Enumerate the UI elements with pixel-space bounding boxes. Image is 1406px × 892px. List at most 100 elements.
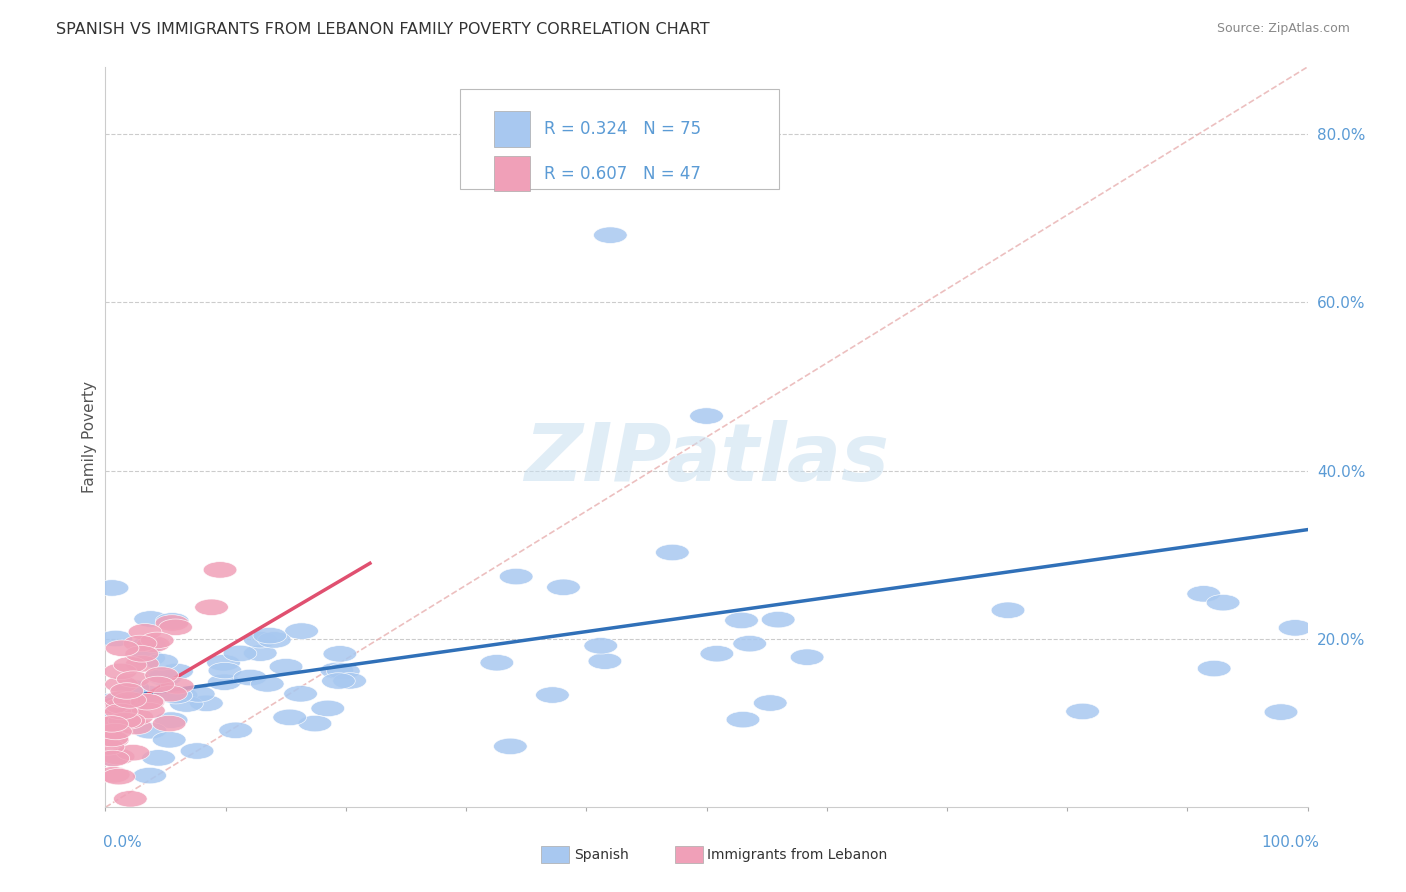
Ellipse shape (208, 663, 242, 679)
Ellipse shape (690, 408, 723, 425)
Ellipse shape (96, 723, 129, 739)
Ellipse shape (132, 686, 166, 702)
Ellipse shape (322, 673, 356, 690)
Ellipse shape (243, 645, 277, 661)
Ellipse shape (298, 715, 332, 731)
Ellipse shape (273, 709, 307, 725)
Ellipse shape (155, 613, 188, 629)
Ellipse shape (243, 632, 277, 648)
Ellipse shape (269, 658, 302, 675)
Ellipse shape (104, 664, 138, 680)
Ellipse shape (583, 638, 617, 654)
Ellipse shape (120, 708, 153, 725)
Ellipse shape (145, 668, 179, 684)
Ellipse shape (1198, 660, 1232, 677)
Ellipse shape (96, 750, 129, 766)
Ellipse shape (91, 739, 125, 756)
Ellipse shape (479, 655, 513, 671)
Ellipse shape (136, 636, 170, 652)
Ellipse shape (134, 723, 167, 739)
Ellipse shape (96, 698, 129, 714)
Ellipse shape (170, 696, 204, 712)
Text: Source: ZipAtlas.com: Source: ZipAtlas.com (1216, 22, 1350, 36)
Ellipse shape (141, 676, 174, 693)
Ellipse shape (991, 602, 1025, 618)
Ellipse shape (208, 674, 242, 690)
Ellipse shape (207, 655, 240, 671)
Ellipse shape (1264, 704, 1298, 721)
Ellipse shape (152, 715, 186, 731)
Ellipse shape (333, 673, 367, 690)
Ellipse shape (104, 703, 138, 720)
Ellipse shape (104, 691, 138, 707)
Ellipse shape (108, 704, 142, 721)
Ellipse shape (117, 680, 150, 696)
Bar (494, 156, 530, 191)
Ellipse shape (97, 695, 131, 712)
Ellipse shape (132, 702, 166, 719)
Text: 0.0%: 0.0% (103, 836, 142, 850)
Ellipse shape (155, 712, 188, 729)
Ellipse shape (219, 722, 253, 739)
Ellipse shape (145, 667, 179, 683)
Text: ZIPatlas: ZIPatlas (524, 420, 889, 499)
Ellipse shape (145, 654, 179, 670)
Ellipse shape (117, 745, 150, 761)
Ellipse shape (733, 635, 766, 652)
Ellipse shape (159, 619, 193, 635)
Ellipse shape (131, 694, 165, 710)
Ellipse shape (655, 544, 689, 561)
Ellipse shape (142, 749, 176, 766)
Text: R = 0.324   N = 75: R = 0.324 N = 75 (544, 120, 702, 138)
Ellipse shape (112, 713, 146, 729)
Ellipse shape (124, 635, 157, 652)
Ellipse shape (148, 670, 181, 686)
Ellipse shape (96, 731, 128, 747)
Ellipse shape (180, 743, 214, 759)
Ellipse shape (114, 790, 148, 807)
Ellipse shape (98, 631, 132, 647)
Ellipse shape (104, 676, 138, 692)
Ellipse shape (96, 716, 129, 732)
Ellipse shape (494, 739, 527, 755)
Ellipse shape (96, 731, 129, 748)
Ellipse shape (754, 695, 787, 711)
Ellipse shape (96, 580, 129, 596)
Ellipse shape (761, 611, 794, 628)
Ellipse shape (101, 748, 135, 764)
Ellipse shape (93, 708, 127, 724)
Ellipse shape (101, 768, 135, 785)
Ellipse shape (194, 599, 228, 615)
Ellipse shape (326, 663, 360, 680)
Ellipse shape (134, 611, 167, 627)
Ellipse shape (253, 627, 287, 644)
Ellipse shape (125, 656, 159, 672)
Ellipse shape (536, 687, 569, 703)
Ellipse shape (97, 766, 129, 783)
Ellipse shape (153, 685, 187, 702)
Ellipse shape (94, 715, 128, 732)
Text: SPANISH VS IMMIGRANTS FROM LEBANON FAMILY POVERTY CORRELATION CHART: SPANISH VS IMMIGRANTS FROM LEBANON FAMIL… (56, 22, 710, 37)
Ellipse shape (224, 645, 257, 662)
Text: Spanish: Spanish (574, 847, 628, 862)
Ellipse shape (155, 615, 188, 632)
Ellipse shape (165, 687, 198, 704)
Ellipse shape (181, 686, 215, 702)
Ellipse shape (160, 678, 194, 694)
Bar (494, 112, 530, 147)
Ellipse shape (117, 671, 150, 688)
Ellipse shape (105, 698, 139, 714)
Y-axis label: Family Poverty: Family Poverty (82, 381, 97, 493)
Text: 100.0%: 100.0% (1261, 836, 1319, 850)
Ellipse shape (700, 646, 734, 662)
Ellipse shape (112, 692, 146, 708)
Ellipse shape (204, 562, 236, 578)
Ellipse shape (98, 723, 132, 739)
Ellipse shape (1187, 585, 1220, 602)
Ellipse shape (160, 664, 193, 680)
Ellipse shape (118, 718, 152, 735)
Ellipse shape (125, 646, 159, 662)
Ellipse shape (96, 749, 129, 766)
Ellipse shape (159, 688, 193, 704)
Ellipse shape (110, 682, 143, 699)
